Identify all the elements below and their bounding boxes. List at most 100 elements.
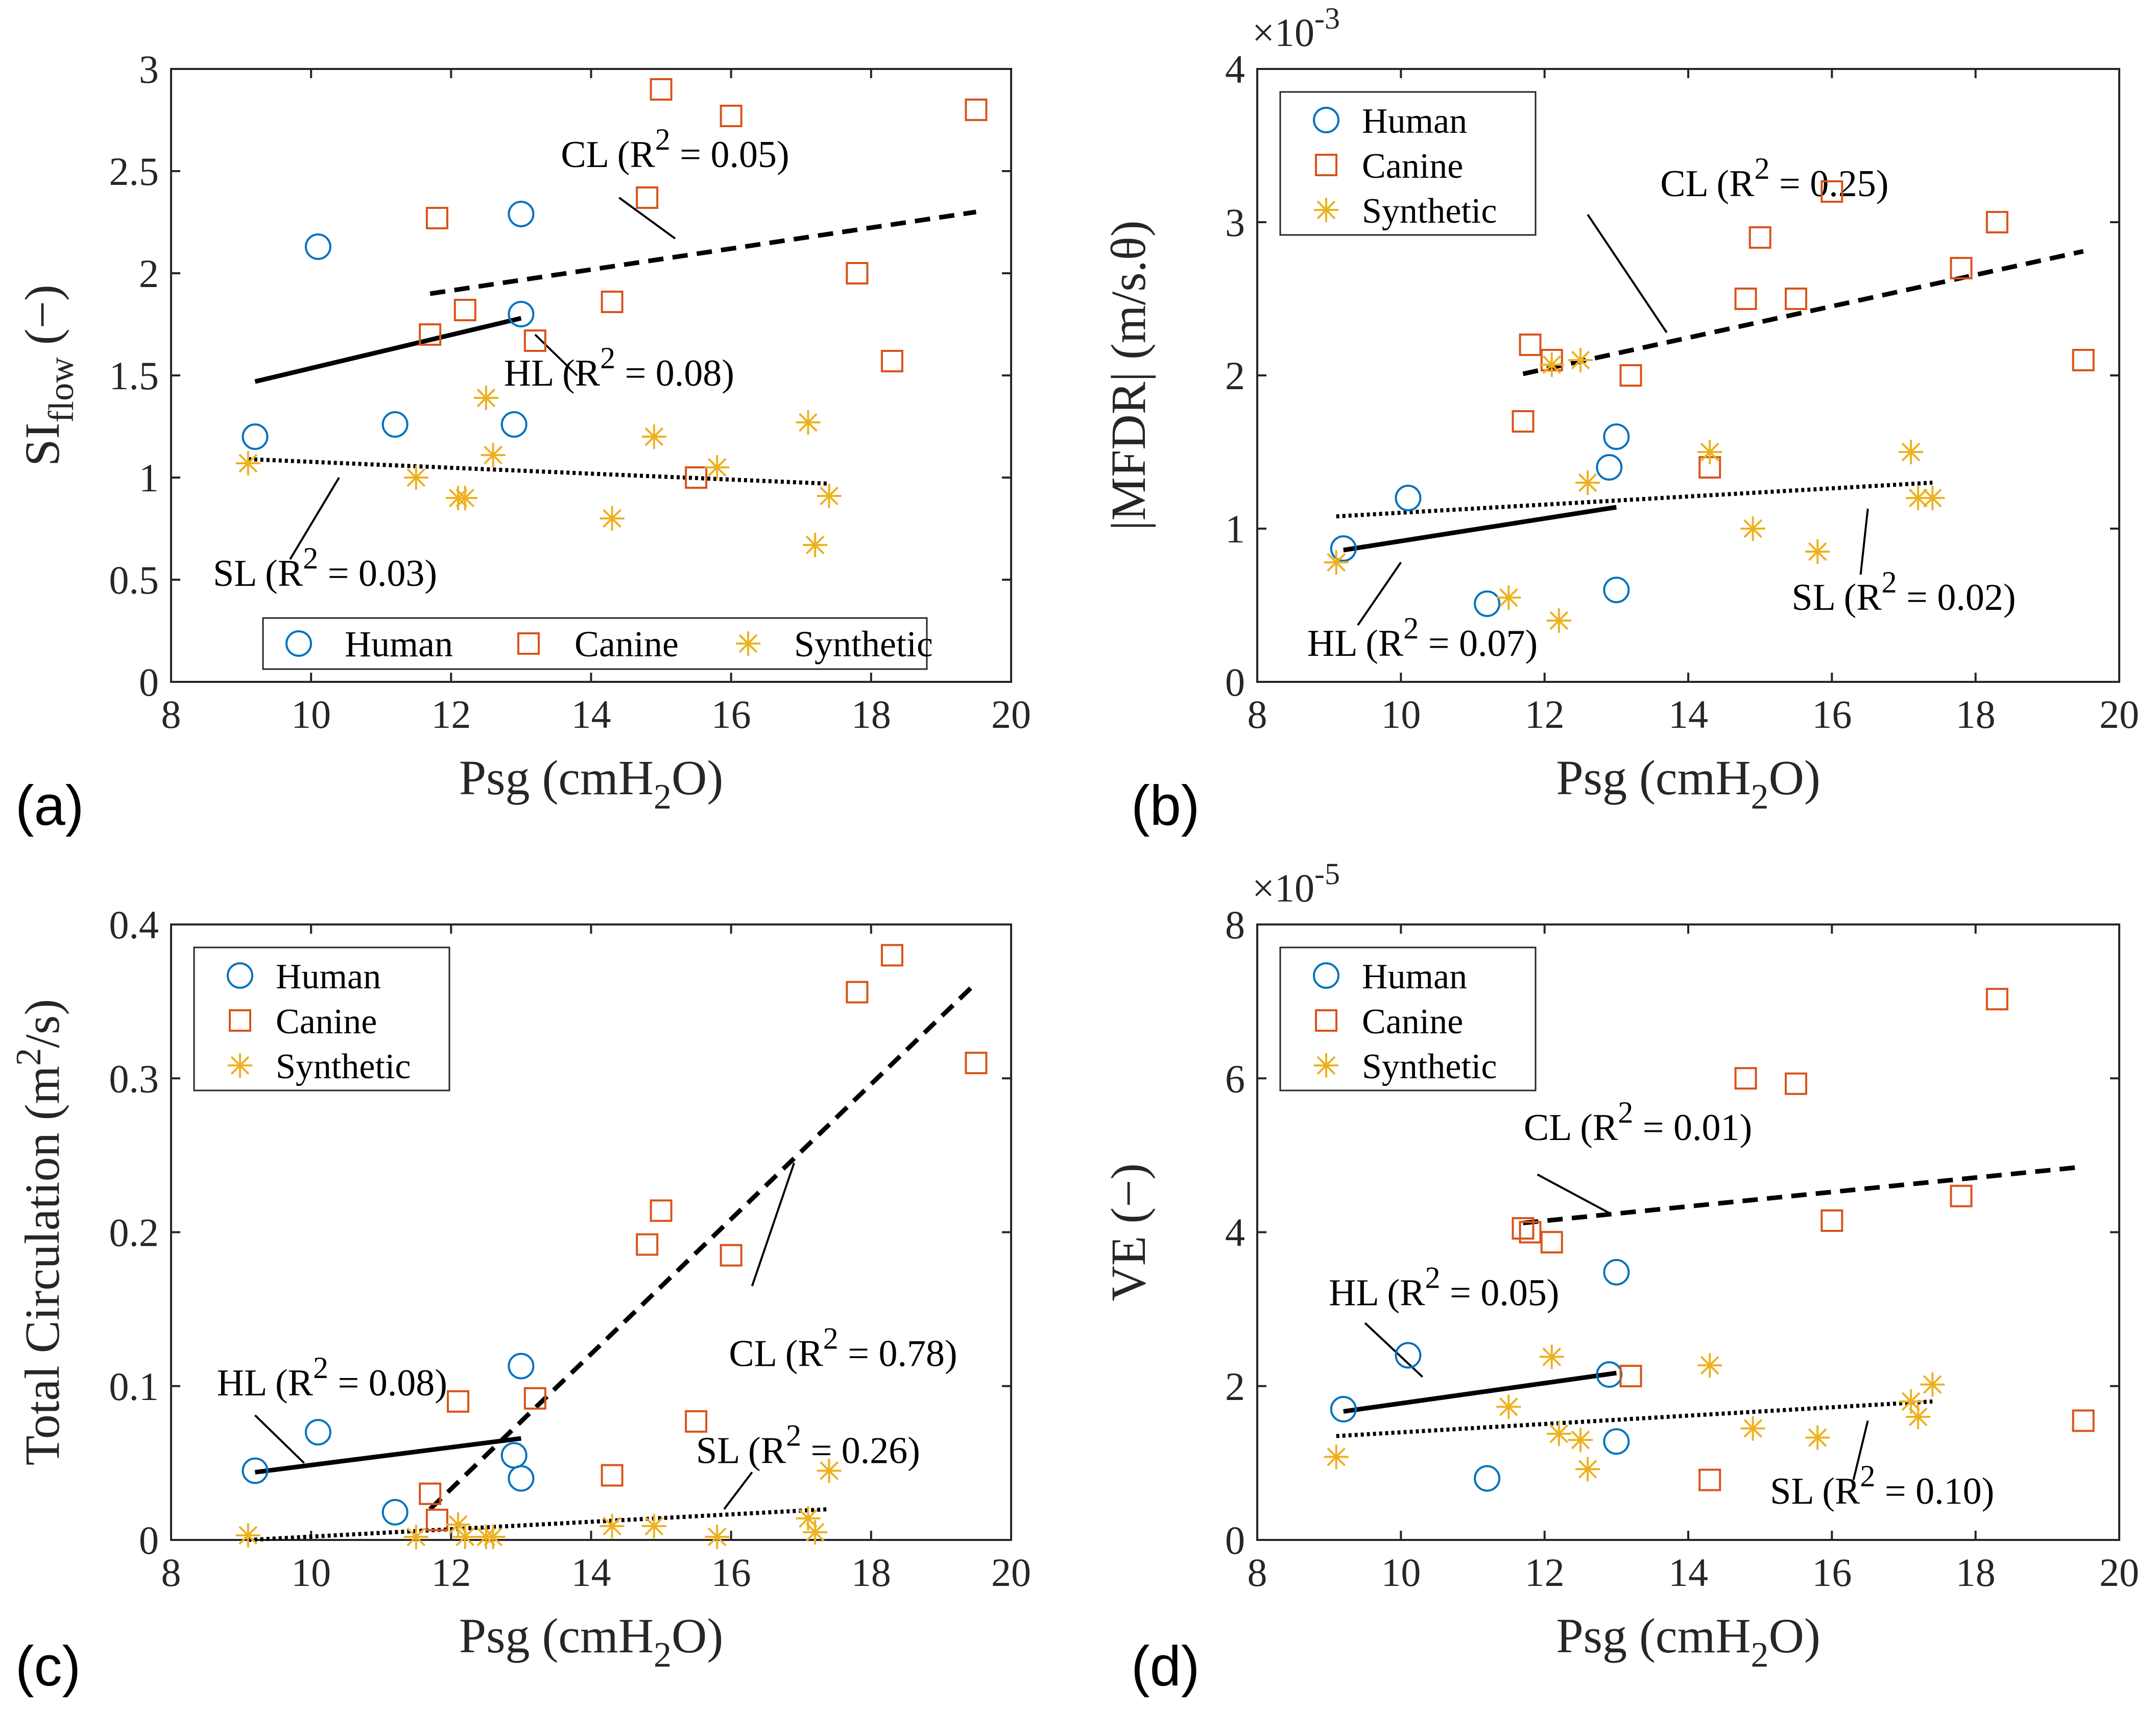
- data-point-canine: [419, 1482, 442, 1505]
- y-tick-label: 0.4: [109, 903, 159, 947]
- series-synthetic: [1324, 1344, 1945, 1482]
- data-point-canine: [1734, 288, 1757, 310]
- legend-label: Human: [1362, 957, 1467, 996]
- x-tick-label: 14: [571, 692, 611, 737]
- y-tick-label: 0: [139, 1518, 159, 1562]
- data-point-synthetic: [446, 1512, 471, 1537]
- x-axis-label: Psg (cmH2O): [1556, 1608, 1820, 1675]
- fit-line-cl: [429, 209, 977, 296]
- legend: Human Canine Synthetic: [262, 617, 933, 670]
- legend-marker-human: [1313, 962, 1339, 989]
- y-tick-label: 2: [139, 251, 159, 296]
- fit-line-hl: [254, 316, 522, 384]
- data-point-synthetic: [817, 1458, 842, 1483]
- data-point-synthetic: [641, 424, 666, 449]
- data-point-human: [1474, 1465, 1501, 1492]
- fit-line-cl: [1523, 1164, 2084, 1225]
- axis-exponent: ×10-5: [1252, 857, 1340, 910]
- panel-c: 8 10 12 14 16 18 20 0 0.1 0.2 0.3 0.4 Psg (cmH2O) Tot…: [9, 903, 1031, 1698]
- data-point-canine: [636, 1233, 659, 1256]
- series-human: [242, 1352, 535, 1526]
- data-point-synthetic: [1697, 440, 1722, 464]
- data-point-canine: [650, 1199, 673, 1222]
- data-point-synthetic: [796, 1506, 821, 1531]
- x-tick-label: 10: [1381, 1550, 1421, 1595]
- annotation-leader: [254, 1414, 305, 1464]
- y-tick-label: 0.2: [109, 1210, 159, 1255]
- data-point-canine: [601, 291, 624, 313]
- y-tick-label: 6: [1225, 1056, 1245, 1101]
- x-tick-label: 8: [161, 1550, 181, 1595]
- data-point-synthetic: [1575, 470, 1600, 495]
- data-point-synthetic: [1546, 608, 1571, 633]
- x-tick-label: 8: [1248, 692, 1267, 737]
- fit-line-sl: [1336, 481, 1933, 518]
- data-point-canine: [523, 329, 546, 352]
- data-point-human: [1395, 1342, 1422, 1369]
- data-point-canine: [880, 944, 903, 967]
- annotation-label: SL (R2 = 0.10): [1770, 1459, 1994, 1512]
- data-point-canine: [1540, 1231, 1563, 1254]
- panel-a: 8 10 12 14 16 18 20 0 0.5 1 1.5 2 2.5 3 Psg (cmH2O) SIf…: [15, 47, 1031, 837]
- data-point-canine: [1820, 180, 1843, 203]
- data-point-human: [508, 201, 535, 227]
- data-point-synthetic: [1906, 486, 1931, 510]
- data-point-canine: [1785, 288, 1807, 310]
- data-point-human: [508, 1465, 535, 1492]
- data-point-canine: [965, 1052, 988, 1075]
- fit-line-hl: [1343, 505, 1617, 553]
- x-tick-label: 14: [1668, 1550, 1708, 1595]
- data-point-synthetic: [705, 455, 730, 480]
- y-tick-label: 3: [1225, 200, 1245, 245]
- data-point-canine: [1519, 334, 1542, 356]
- data-point-synthetic: [600, 1513, 625, 1538]
- series-synthetic: [235, 1458, 842, 1549]
- y-tick-label: 0.5: [109, 558, 159, 602]
- data-point-human: [1330, 1395, 1357, 1422]
- x-tick-label: 18: [851, 692, 891, 737]
- data-point-human: [508, 301, 535, 327]
- annotation-label: CL (R2 = 0.05): [561, 123, 789, 176]
- data-point-human: [304, 233, 331, 260]
- series-synthetic: [1324, 348, 1945, 633]
- data-point-canine: [1985, 211, 2008, 233]
- annotation-label: CL (R2 = 0.78): [729, 1322, 957, 1375]
- data-point-synthetic: [1697, 1353, 1722, 1378]
- data-point-synthetic: [473, 386, 498, 410]
- legend-marker-synthetic: [736, 631, 760, 656]
- annotation-label: HL (R2 = 0.07): [1307, 611, 1538, 664]
- data-point-canine: [965, 99, 988, 121]
- data-point-human: [242, 423, 269, 450]
- y-tick-label: 0.3: [109, 1056, 159, 1101]
- data-point-canine: [447, 1390, 470, 1413]
- x-axis-label: Psg (cmH2O): [459, 1608, 724, 1675]
- legend: Human Canine Synthetic: [1279, 91, 1537, 236]
- data-point-synthetic: [1324, 1444, 1349, 1469]
- legend-label: Synthetic: [1362, 192, 1497, 231]
- data-point-canine: [1619, 1365, 1642, 1388]
- x-tick-label: 8: [161, 692, 181, 737]
- annotation-label: SL (R2 = 0.02): [1791, 565, 2016, 619]
- y-tick-label: 0.1: [109, 1364, 159, 1409]
- data-point-synthetic: [235, 451, 260, 476]
- data-point-canine: [1950, 257, 1973, 279]
- panel-label: (a): [15, 774, 84, 837]
- data-point-human: [1603, 1259, 1630, 1286]
- y-axis-label: |MFDR| (m/s.θ): [1101, 220, 1156, 530]
- axis-exponent: ×10-3: [1252, 2, 1340, 55]
- x-tick-label: 14: [571, 1550, 611, 1595]
- series-human: [1330, 423, 1630, 617]
- data-point-canine: [1785, 1072, 1807, 1095]
- panel-label: (d): [1131, 1635, 1200, 1698]
- data-point-synthetic: [817, 484, 842, 508]
- data-point-synthetic: [235, 1523, 260, 1548]
- fit-line-cl: [1522, 249, 2084, 376]
- legend-marker-synthetic: [1314, 1053, 1338, 1078]
- data-point-canine: [650, 78, 673, 101]
- x-tick-label: 12: [431, 1550, 471, 1595]
- panel-label: (b): [1131, 774, 1200, 837]
- data-point-canine: [1512, 1217, 1535, 1240]
- legend-label: Human: [276, 957, 381, 996]
